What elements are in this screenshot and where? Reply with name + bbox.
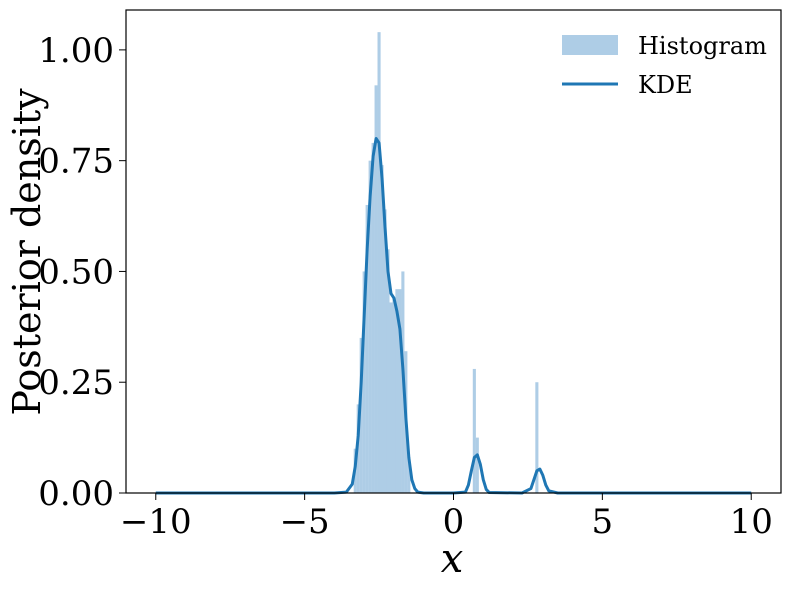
- histogram-bars: [353, 32, 539, 494]
- histogram-bar-21: [535, 382, 539, 493]
- y-tick-label-0: 0.00: [38, 474, 114, 514]
- histogram-bar-12: [389, 302, 393, 493]
- x-tick-label-3: 5: [592, 502, 614, 542]
- kde-series-line: [155, 137, 752, 495]
- histogram-bar-4: [365, 204, 369, 493]
- legend-histogram-swatch: [562, 35, 618, 55]
- x-axis-label: x: [441, 536, 464, 582]
- legend-histogram-label: Histogram: [638, 32, 767, 60]
- y-tick-label-3: 0.75: [38, 142, 114, 182]
- y-axis-label: Posterior density: [5, 88, 49, 416]
- histogram-bar-10: [383, 209, 387, 493]
- histogram-bar-18: [407, 457, 411, 493]
- histogram-bar-3: [362, 271, 366, 493]
- histogram-bar-19: [472, 368, 476, 493]
- histogram-bar-11: [386, 249, 390, 493]
- legend-kde-label: KDE: [638, 71, 693, 99]
- histogram-bar-2: [359, 337, 363, 493]
- histogram-bar-9: [380, 165, 384, 493]
- x-tick-label-4: 10: [730, 502, 773, 542]
- y-tick-label-2: 0.50: [38, 252, 114, 292]
- y-tick-label-1: 0.25: [38, 363, 114, 403]
- histogram-bar-6: [371, 142, 375, 493]
- legend: Histogram KDE: [562, 32, 767, 99]
- histogram-bar-7: [374, 85, 378, 494]
- x-tick-label-0: −10: [120, 502, 192, 542]
- histogram-bar-5: [368, 160, 372, 493]
- histogram-bar-14: [395, 289, 399, 493]
- x-tick-label-2: 0: [443, 502, 465, 542]
- y-axis-ticks: 0.00 0.25 0.50 0.75 1.00: [38, 31, 126, 514]
- histogram-bar-13: [392, 298, 396, 493]
- x-axis-ticks: −10 −5 0 5 10: [120, 493, 773, 542]
- histogram-bar-15: [398, 289, 402, 493]
- histogram-bar-8: [377, 32, 381, 493]
- y-tick-label-4: 1.00: [38, 31, 114, 71]
- x-tick-label-1: −5: [280, 502, 330, 542]
- histogram-bar-20: [475, 437, 479, 493]
